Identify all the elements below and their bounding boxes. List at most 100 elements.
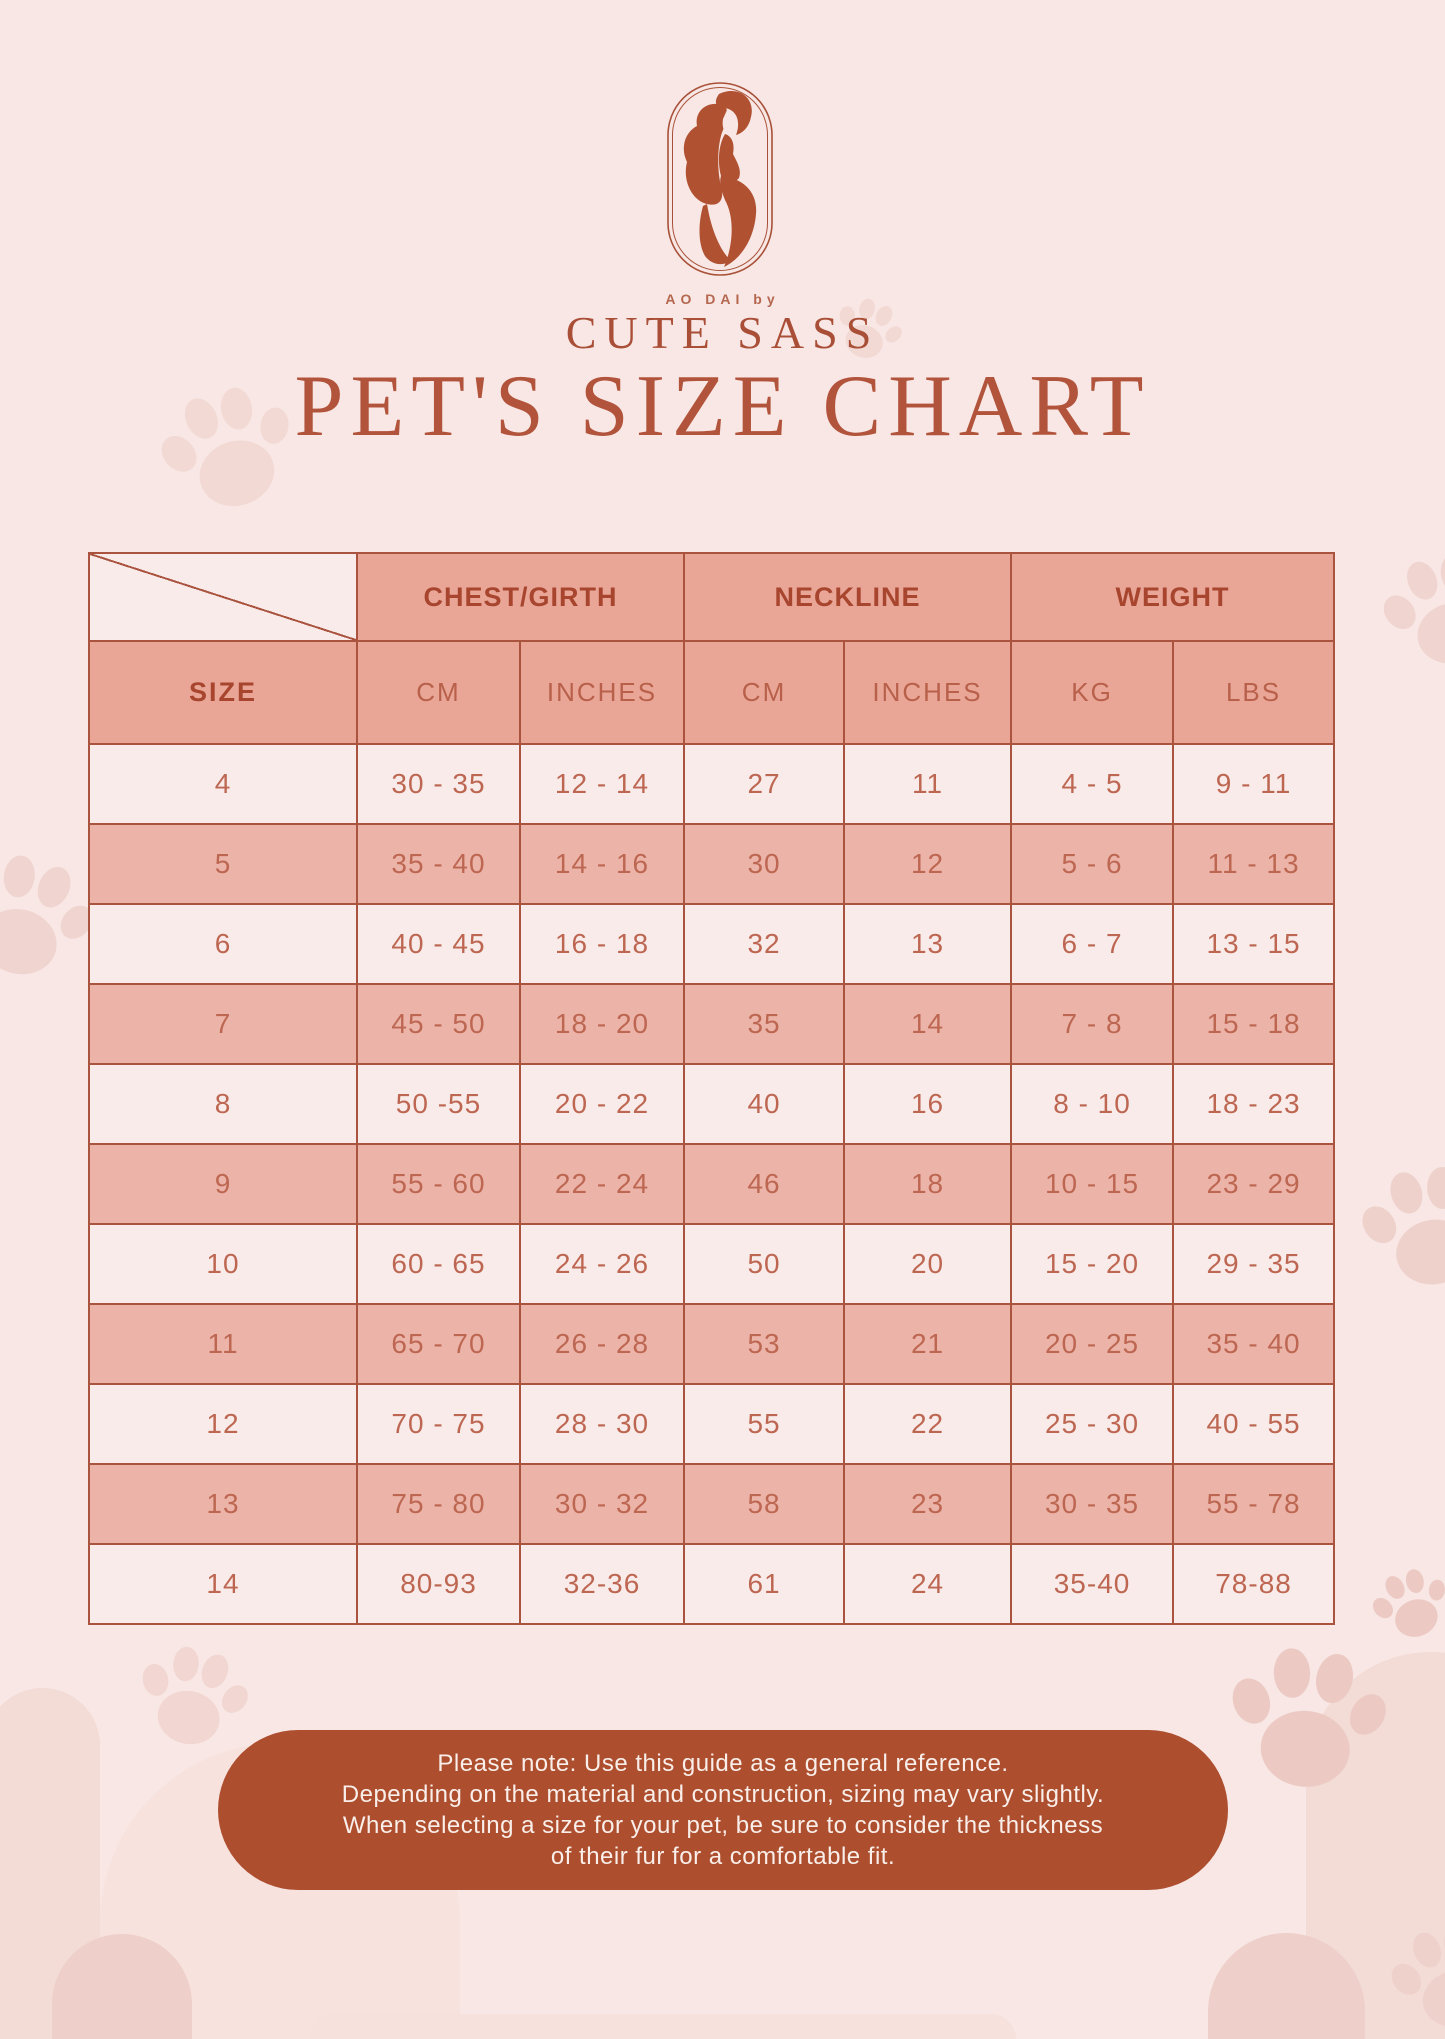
table-row: 9 55 - 60 22 - 24 46 18 10 - 15 23 - 29 [88, 1143, 1336, 1225]
value-cell: 23 - 29 [1172, 1143, 1336, 1225]
value-cell: 18 - 23 [1172, 1063, 1336, 1145]
size-chart-table: CHEST/GIRTH NECKLINE WEIGHT SIZE CM INCH… [88, 552, 1336, 1625]
brand-tagline: AO DAI by [665, 291, 780, 307]
table-row: 6 40 - 45 16 - 18 32 13 6 - 7 13 - 15 [88, 903, 1336, 985]
value-cell: 40 - 45 [356, 903, 521, 985]
value-cell: 10 - 15 [1010, 1143, 1175, 1225]
paw-print-icon [126, 1636, 261, 1756]
note-box: Please note: Use this guide as a general… [218, 1730, 1228, 1890]
paw-print-icon [1349, 1155, 1445, 1297]
value-cell: 58 [683, 1463, 846, 1545]
value-cell: 13 [843, 903, 1013, 985]
column-header-weight-lbs: LBS [1172, 640, 1336, 745]
value-cell: 13 - 15 [1172, 903, 1336, 985]
value-cell: 12 [843, 823, 1013, 905]
value-cell: 46 [683, 1143, 846, 1225]
value-cell: 65 - 70 [356, 1303, 521, 1385]
value-cell: 5 - 6 [1010, 823, 1175, 905]
paw-print-icon [1368, 539, 1445, 680]
value-cell: 6 - 7 [1010, 903, 1175, 985]
size-cell: 5 [88, 823, 358, 905]
value-cell: 30 [683, 823, 846, 905]
value-cell: 40 - 55 [1172, 1383, 1336, 1465]
value-cell: 53 [683, 1303, 846, 1385]
paw-print-icon [1377, 1911, 1445, 2039]
arch-shape [310, 2014, 1016, 2039]
value-cell: 8 - 10 [1010, 1063, 1175, 1145]
value-cell: 12 - 14 [518, 743, 686, 825]
value-cell: 18 - 20 [518, 983, 686, 1065]
value-cell: 14 - 16 [518, 823, 686, 905]
column-group-chest: CHEST/GIRTH [355, 552, 686, 642]
value-cell: 25 - 30 [1010, 1383, 1175, 1465]
value-cell: 32-36 [518, 1543, 686, 1625]
note-line: Depending on the material and constructi… [341, 1781, 1105, 1808]
value-cell: 61 [683, 1543, 846, 1625]
arch-shape [0, 1688, 100, 2039]
size-cell: 9 [88, 1143, 358, 1225]
size-cell: 10 [88, 1223, 358, 1305]
size-cell: 6 [88, 903, 358, 985]
column-header-chest-inches: INCHES [518, 640, 686, 745]
sub-header-row: SIZE CM INCHES CM INCHES KG LBS [88, 640, 1336, 745]
value-cell: 35 - 40 [356, 823, 521, 905]
arch-shape [1306, 1652, 1445, 2039]
value-cell: 20 - 25 [1010, 1303, 1175, 1385]
value-cell: 30 - 32 [518, 1463, 686, 1545]
value-cell: 35 - 40 [1172, 1303, 1336, 1385]
table-row: 5 35 - 40 14 - 16 30 12 5 - 6 11 - 13 [88, 823, 1336, 905]
note-line: When selecting a size for your pet, be s… [342, 1812, 1104, 1839]
value-cell: 35-40 [1010, 1543, 1175, 1625]
arch-shape [52, 1934, 192, 2039]
table-row: 11 65 - 70 26 - 28 53 21 20 - 25 35 - 40 [88, 1303, 1336, 1385]
arch-shape [1208, 1933, 1365, 2039]
column-group-neckline: NECKLINE [683, 552, 1013, 642]
value-cell: 50 [683, 1223, 846, 1305]
value-cell: 23 [843, 1463, 1013, 1545]
brand-name: CUTE SASS [565, 307, 880, 358]
value-cell: 55 - 60 [356, 1143, 521, 1225]
value-cell: 20 [843, 1223, 1013, 1305]
size-cell: 12 [88, 1383, 358, 1465]
page-title: PET'S SIZE CHART [294, 358, 1151, 455]
value-cell: 21 [843, 1303, 1013, 1385]
value-cell: 11 - 13 [1172, 823, 1336, 905]
column-header-neck-cm: CM [683, 640, 846, 745]
table-row: 8 50 -55 20 - 22 40 16 8 - 10 18 - 23 [88, 1063, 1336, 1145]
value-cell: 32 [683, 903, 846, 985]
note-line: Please note: Use this guide as a general… [437, 1750, 1009, 1777]
value-cell: 22 [843, 1383, 1013, 1465]
value-cell: 60 - 65 [356, 1223, 521, 1305]
value-cell: 50 -55 [356, 1063, 521, 1145]
value-cell: 15 - 18 [1172, 983, 1336, 1065]
size-cell: 13 [88, 1463, 358, 1545]
size-cell: 4 [88, 743, 358, 825]
value-cell: 28 - 30 [518, 1383, 686, 1465]
value-cell: 24 [843, 1543, 1013, 1625]
paw-print-icon [1361, 1558, 1445, 1650]
table-row: 10 60 - 65 24 - 26 50 20 15 - 20 29 - 35 [88, 1223, 1336, 1305]
value-cell: 24 - 26 [518, 1223, 686, 1305]
size-cell: 7 [88, 983, 358, 1065]
value-cell: 18 [843, 1143, 1013, 1225]
value-cell: 15 - 20 [1010, 1223, 1175, 1305]
group-header-row: CHEST/GIRTH NECKLINE WEIGHT [88, 552, 1336, 642]
brand-logo [667, 82, 773, 276]
size-cell: 11 [88, 1303, 358, 1385]
value-cell: 40 [683, 1063, 846, 1145]
corner-cell [88, 552, 358, 642]
value-cell: 55 [683, 1383, 846, 1465]
value-cell: 30 - 35 [356, 743, 521, 825]
paw-print-icon [1218, 1640, 1397, 1794]
size-cell: 8 [88, 1063, 358, 1145]
value-cell: 11 [843, 743, 1013, 825]
value-cell: 14 [843, 983, 1013, 1065]
table-row: 12 70 - 75 28 - 30 55 22 25 - 30 40 - 55 [88, 1383, 1336, 1465]
value-cell: 16 [843, 1063, 1013, 1145]
value-cell: 80-93 [356, 1543, 521, 1625]
column-header-weight-kg: KG [1010, 640, 1175, 745]
value-cell: 75 - 80 [356, 1463, 521, 1545]
